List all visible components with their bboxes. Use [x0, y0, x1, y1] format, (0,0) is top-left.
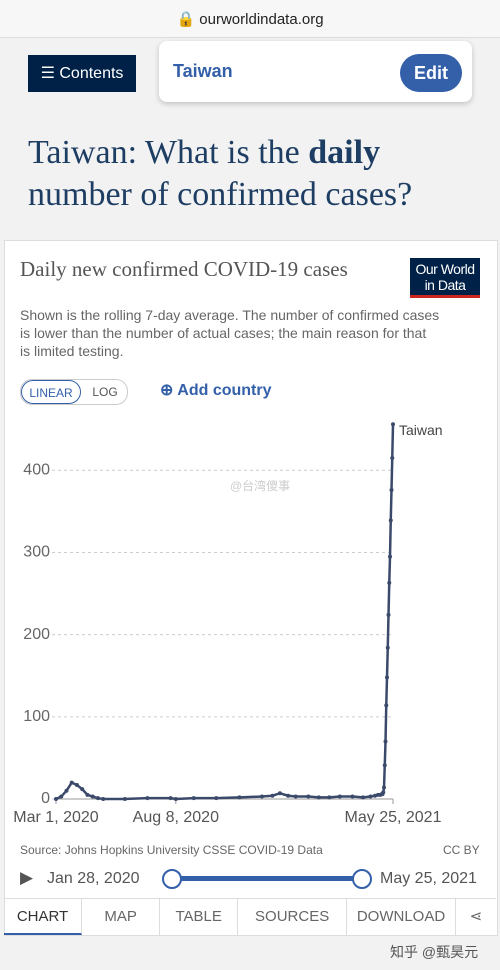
title-part: number of confirmed cases?	[28, 176, 413, 213]
point	[85, 792, 90, 797]
point	[168, 796, 173, 801]
point	[383, 739, 388, 744]
watermark: @台湾傻事	[230, 478, 290, 493]
point	[286, 793, 291, 798]
tab[interactable]: DOWNLOAD	[347, 899, 456, 935]
timeline-start: Jan 28, 2020	[47, 870, 140, 887]
edit-button[interactable]: Edit	[400, 54, 462, 92]
point	[101, 797, 106, 801]
point	[90, 794, 95, 799]
tab[interactable]: TABLE	[160, 899, 239, 935]
point	[54, 797, 58, 801]
y-tick-label: 300	[23, 544, 50, 561]
add-country-label: Add country	[177, 382, 272, 399]
point	[80, 787, 85, 792]
owid-logo: Our World in Data	[410, 258, 480, 298]
point	[173, 797, 178, 801]
point	[214, 796, 219, 801]
timeline-end: May 25, 2021	[380, 870, 477, 887]
point	[122, 797, 127, 801]
x-tick-label: Aug 8, 2020	[133, 809, 219, 826]
point	[270, 793, 275, 798]
point	[381, 790, 386, 795]
point	[64, 788, 69, 793]
point	[316, 795, 321, 800]
play-button[interactable]: ▶	[20, 868, 34, 887]
point	[382, 785, 387, 790]
x-tick-label: May 25, 2021	[345, 809, 442, 826]
tab[interactable]: SOURCES	[238, 899, 348, 935]
chart-title: Daily new confirmed COVID-19 cases	[20, 257, 348, 281]
point	[191, 796, 196, 801]
point	[382, 763, 387, 768]
entity-card: Taiwan Edit	[159, 41, 472, 102]
point	[69, 780, 74, 785]
point	[391, 422, 395, 427]
point	[388, 518, 393, 523]
point	[350, 794, 355, 799]
contents-label: Contents	[59, 65, 124, 82]
entity-name: Taiwan	[173, 61, 233, 81]
linear-button[interactable]: LINEAR	[21, 380, 81, 404]
timeline-track	[170, 876, 362, 881]
point	[390, 455, 395, 460]
point	[373, 793, 378, 798]
series-line	[55, 424, 395, 801]
tab-bar: CHART MAP TABLE SOURCES DOWNLOAD ⋖	[4, 898, 496, 935]
point	[327, 795, 332, 800]
y-tick-label: 0	[41, 790, 50, 807]
footer-watermark: 知乎 @甄昊元	[390, 944, 479, 960]
y-tick-label: 200	[23, 626, 50, 643]
point	[145, 796, 150, 801]
tab[interactable]: MAP	[82, 899, 161, 935]
point	[306, 794, 311, 799]
source: Source: Johns Hopkins University CSSE CO…	[20, 843, 323, 857]
x-tick-label: Mar 1, 2020	[13, 809, 98, 826]
point	[59, 794, 64, 799]
url-text: ourworldindata.org	[199, 11, 324, 28]
point	[293, 794, 298, 799]
url[interactable]: 🔒 ourworldindata.org	[176, 11, 324, 28]
point	[388, 554, 393, 559]
y-tick-label: 100	[23, 708, 50, 725]
point	[361, 795, 366, 800]
series-label: Taiwan	[399, 422, 443, 438]
point	[385, 645, 390, 650]
logo-line: in Data	[424, 277, 466, 293]
point	[95, 796, 100, 801]
point	[385, 675, 390, 680]
logo-line: Our World	[415, 261, 475, 277]
title-part: Taiwan: What is the	[28, 134, 309, 171]
point	[384, 703, 389, 708]
point	[237, 795, 242, 800]
chart-subtitle: Shown is the rolling 7-day average. The …	[20, 307, 440, 359]
chart-card	[4, 240, 498, 936]
license: CC BY	[443, 843, 480, 857]
log-button[interactable]: LOG	[92, 385, 118, 399]
scale-toggle: LINEAR LOG	[20, 379, 128, 405]
title-part: daily	[308, 134, 381, 171]
y-tick-label: 400	[23, 462, 50, 479]
point	[386, 612, 391, 617]
share-button[interactable]: ⋖	[469, 908, 483, 925]
contents-button[interactable]: ☰ Contents	[28, 55, 136, 92]
add-country[interactable]: ⊕ Add country	[160, 382, 272, 399]
point	[368, 794, 373, 799]
point	[74, 783, 79, 788]
point	[337, 794, 342, 799]
tab[interactable]: CHART	[4, 899, 83, 935]
point	[387, 580, 392, 585]
page-title: Taiwan: What is the daily number of conf…	[28, 132, 478, 216]
address-bar: 🔒 ourworldindata.org	[0, 0, 500, 38]
timeline-handle[interactable]	[162, 869, 182, 889]
timeline-handle[interactable]	[352, 869, 372, 889]
point	[259, 794, 264, 799]
point	[389, 488, 394, 493]
point	[277, 791, 282, 796]
